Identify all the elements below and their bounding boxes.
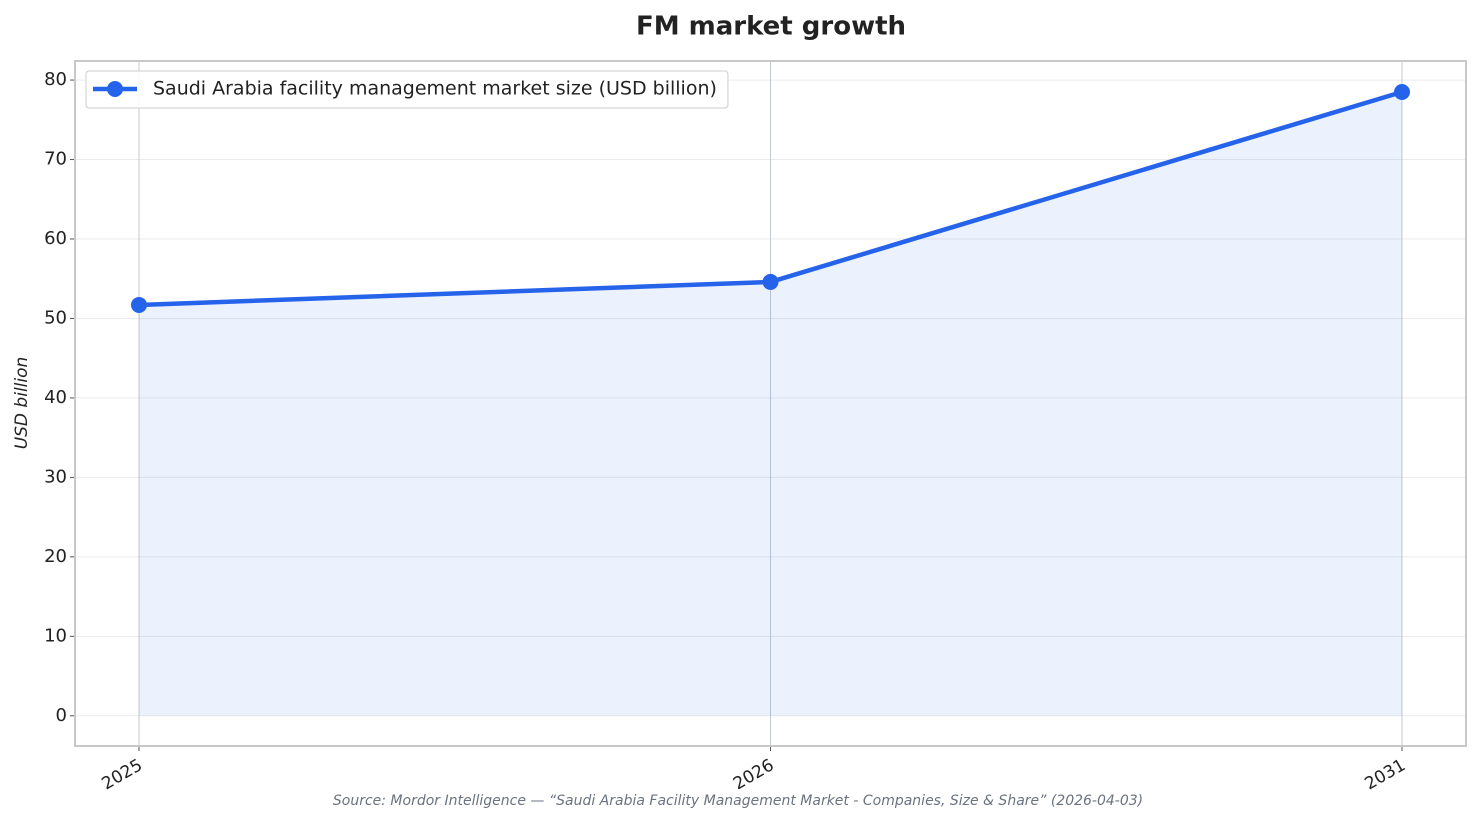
y-tick-label: 30 xyxy=(44,466,67,487)
source-note: Source: Mordor Intelligence — “Saudi Ara… xyxy=(333,793,1143,809)
point xyxy=(1394,83,1410,100)
x-tick-label: 2025 xyxy=(99,755,146,794)
y-axis-label: USD billion xyxy=(12,357,32,450)
legend: Saudi Arabia facility management market … xyxy=(85,70,729,109)
x-tick-label: 2026 xyxy=(730,755,777,794)
y-tick-label: 40 xyxy=(44,387,67,408)
y-tick-label: 50 xyxy=(44,307,67,328)
legend-marker xyxy=(107,81,123,97)
y-tick-label: 70 xyxy=(44,149,67,170)
point xyxy=(131,296,147,313)
y-tick-label: 0 xyxy=(56,705,67,726)
legend-box xyxy=(85,70,729,109)
point xyxy=(762,273,779,290)
area xyxy=(139,91,1402,716)
plot-frame xyxy=(74,60,1467,747)
y-tick-label: 80 xyxy=(44,69,67,90)
y-tick-label: 20 xyxy=(44,546,67,567)
legend-label: Saudi Arabia facility management market … xyxy=(153,78,717,100)
chart-title: FM market growth xyxy=(636,12,906,42)
y-tick-label: 60 xyxy=(44,228,67,249)
y-tick-label: 10 xyxy=(44,625,67,646)
x-tick-label: 2031 xyxy=(1362,755,1409,794)
